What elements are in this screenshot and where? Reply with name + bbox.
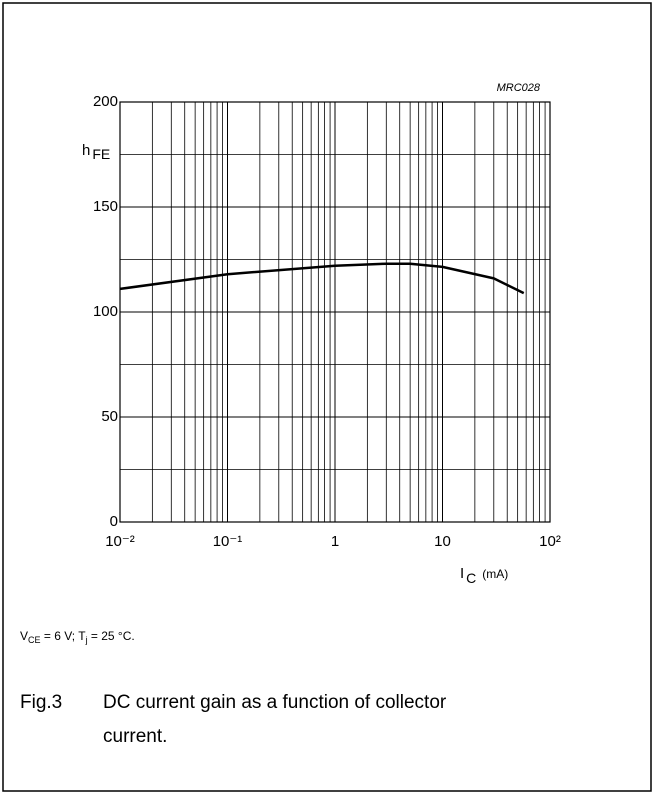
x-tick-label: 10⁻²: [105, 533, 135, 550]
x-tick-label: 1: [331, 533, 339, 550]
caption-number: Fig.3: [20, 692, 62, 713]
y-label-sub: FE: [92, 146, 110, 162]
plot-frame: [119, 101, 551, 523]
cond-part: V: [20, 629, 28, 643]
y-tick-label: 100: [93, 303, 118, 320]
x-label-sub: C: [466, 570, 476, 586]
cond-part: = 6 V; T: [41, 629, 87, 643]
y-tick-label: 0: [110, 513, 118, 530]
cond-part: = 25 °C.: [88, 629, 135, 643]
figure-code: MRC028: [497, 82, 541, 94]
cond-part: j: [85, 635, 88, 645]
caption-text: DC current gain as a function of collect…: [103, 692, 447, 713]
cond-part: CE: [28, 635, 41, 645]
x-axis-label: I C (mA): [460, 565, 508, 586]
x-label-unit: (mA): [482, 567, 508, 581]
conditions: VCE = 6 V; Tj = 25 °C.: [20, 629, 135, 645]
x-tick-label: 10: [434, 533, 451, 550]
y-tick-label: 200: [93, 93, 118, 110]
y-tick-label: 150: [93, 198, 118, 215]
x-tick-label: 10⁻¹: [213, 533, 243, 550]
data-line: [119, 262, 525, 295]
y-axis-label: h FE: [82, 142, 110, 162]
x-label-main: I: [460, 565, 464, 582]
y-label-main: h: [82, 142, 90, 159]
y-tick-label: 50: [101, 408, 118, 425]
x-tick-label: 10²: [539, 533, 561, 550]
caption-text: current.: [103, 726, 167, 747]
